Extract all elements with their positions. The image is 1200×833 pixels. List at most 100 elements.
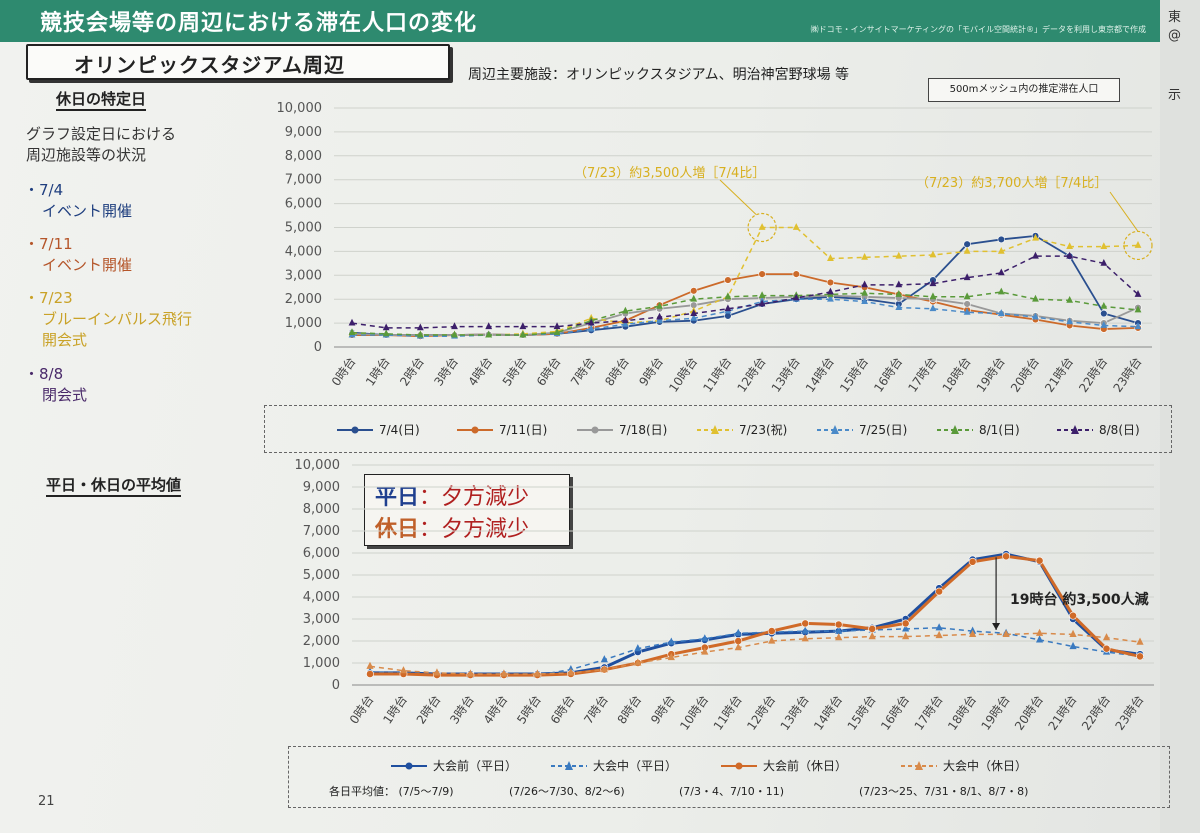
legend-label: 大会中（休日） <box>943 759 1028 773</box>
series-line <box>369 632 1141 675</box>
data-point <box>634 658 642 666</box>
summary-weekday-text: ：夕方減少 <box>419 485 530 510</box>
data-point <box>701 647 709 655</box>
settings-note: グラフ設定日における 周辺施設等の状況 <box>26 124 176 166</box>
period-label: (7/3・4、7/10・11) <box>679 785 784 798</box>
data-point <box>861 280 869 288</box>
data-point <box>963 240 971 248</box>
data-point <box>895 290 903 297</box>
y-tick-label: 1,000 <box>285 316 322 331</box>
summary-holiday: 休日：夕方減少 <box>375 511 529 543</box>
data-point <box>801 626 809 634</box>
data-point <box>656 312 663 320</box>
data-point <box>519 322 527 330</box>
x-tick-label: 18時台 <box>944 692 979 733</box>
y-tick-label: 2,000 <box>303 634 340 649</box>
event-desc2: 開会式 <box>42 331 88 349</box>
data-point <box>895 251 903 259</box>
data-point <box>734 643 742 651</box>
x-tick-label: 15時台 <box>836 354 871 395</box>
data-point <box>1002 629 1010 637</box>
y-tick-label: 9,000 <box>285 125 322 140</box>
data-point <box>895 303 903 310</box>
series-7/11(日) <box>348 270 1142 340</box>
facilities-text: 周辺主要施設：オリンピックスタジアム、明治神宮野球場 等 <box>468 67 850 83</box>
y-tick-label: 10,000 <box>295 458 341 473</box>
x-tick-label: 2時台 <box>396 354 426 389</box>
x-tick-label: 17時台 <box>911 692 946 733</box>
event-7-23: ・7/23 ブルーインパルス飛行 開会式 <box>24 288 192 351</box>
data-point <box>485 322 493 330</box>
data-point <box>792 223 800 230</box>
series-7/23(祝) <box>348 223 1142 338</box>
data-point <box>382 329 390 337</box>
heading-holiday-specific: 休日の特定日 <box>56 88 147 111</box>
data-point <box>801 619 810 628</box>
y-tick-label: 9,000 <box>303 480 340 495</box>
data-point <box>1035 556 1044 565</box>
page-title: 競技会場等の周辺における滞在人口の変化 <box>40 11 478 36</box>
legend-swatch <box>901 760 937 770</box>
data-point <box>935 587 944 596</box>
data-point <box>861 297 869 304</box>
data-point <box>416 323 424 331</box>
data-point <box>1100 309 1108 318</box>
data-point <box>667 637 675 645</box>
data-point <box>1100 242 1108 250</box>
y-tick-label: 7,000 <box>285 173 322 188</box>
event-date: ・8/8 <box>24 365 64 383</box>
legend-item: 7/4(日) <box>335 421 420 438</box>
x-tick-label: 17時台 <box>905 354 940 395</box>
data-point <box>861 288 869 296</box>
data-point <box>519 330 527 338</box>
legend-item: 大会前（平日） <box>389 757 517 774</box>
y-tick-label: 0 <box>332 678 340 693</box>
data-point <box>1100 301 1108 309</box>
x-tick-label: 22時台 <box>1075 354 1110 395</box>
data-point <box>1069 641 1077 650</box>
legend-label: 7/11(日) <box>499 423 548 437</box>
x-tick-label: 12時台 <box>734 354 769 395</box>
summary-weekday-label: 平日 <box>375 485 420 510</box>
data-point <box>690 287 698 295</box>
legend-swatch <box>817 424 853 434</box>
x-tick-label: 0時台 <box>346 692 376 727</box>
event-desc: ブルーインパルス飛行 <box>42 310 193 328</box>
data-point <box>724 292 732 300</box>
settings-note-line1: グラフ設定日における <box>26 125 177 143</box>
data-point <box>1100 258 1108 266</box>
x-tick-label: 9時台 <box>636 354 666 389</box>
series-大会中（休日） <box>366 628 1144 677</box>
series-line <box>351 294 1139 336</box>
data-point <box>348 318 356 326</box>
data-point <box>451 322 458 330</box>
event-7-11: ・7/11 イベント開催 <box>24 234 132 276</box>
legend-swatch <box>937 424 973 434</box>
data-point <box>935 623 943 631</box>
y-tick-label: 1,000 <box>303 656 340 671</box>
summary-weekday: 平日：夕方減少 <box>375 479 529 511</box>
data-point <box>1035 635 1044 643</box>
adjacent-page-edge: 東 @ 示 <box>1160 0 1200 833</box>
x-tick-label: 7時台 <box>580 692 610 727</box>
data-point <box>621 319 629 327</box>
series-7/25(日) <box>348 294 1142 339</box>
period-label: (7/26～7/30、8/2～6) <box>509 785 625 798</box>
data-point <box>567 668 575 676</box>
series-7/4(日) <box>348 232 1142 339</box>
legend-label: 大会前（休日） <box>763 759 848 773</box>
x-tick-label: 23時台 <box>1112 692 1147 733</box>
event-date: ・7/4 <box>24 181 64 199</box>
event-7-4: ・7/4 イベント開催 <box>24 180 132 222</box>
data-point <box>621 316 629 324</box>
decrease-arrow-head <box>992 623 1001 630</box>
x-tick-label: 15時台 <box>844 692 879 733</box>
data-point <box>1069 611 1077 620</box>
legend-label: 7/4(日) <box>379 423 420 437</box>
data-point <box>861 252 869 260</box>
data-point <box>827 254 834 261</box>
legend-label: 8/8(日) <box>1099 423 1140 437</box>
data-point <box>758 291 766 299</box>
x-tick-label: 2時台 <box>413 692 443 727</box>
annotation-7-23-evening: （7/23）約3,700人増［7/4比］ <box>916 176 1108 191</box>
